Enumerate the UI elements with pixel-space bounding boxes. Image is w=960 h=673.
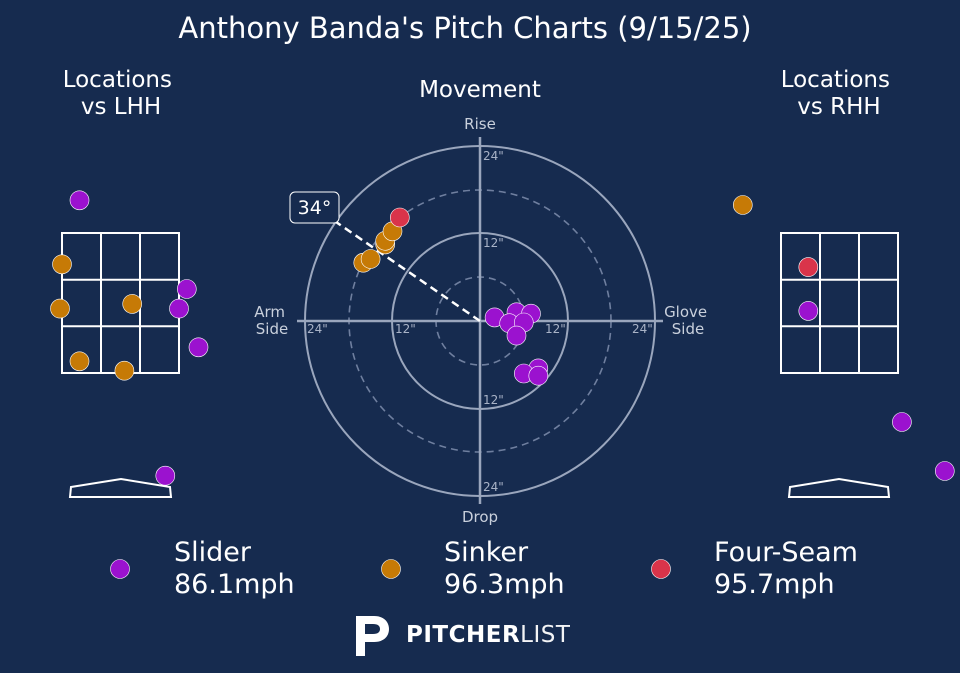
ring-label-right-12: 12" xyxy=(545,322,566,336)
ring-label-left-24: 24" xyxy=(307,322,328,336)
axis-label-rise: Rise xyxy=(464,115,496,133)
rhh-location-point-slider xyxy=(892,412,912,432)
movement-point-slider xyxy=(506,325,527,346)
rhh-location-point-four-seam xyxy=(798,257,819,277)
arm-angle-line xyxy=(335,220,481,323)
legend-slider-name: Slider xyxy=(174,537,252,568)
movement-point-slider xyxy=(528,365,549,386)
lhh-location-point-slider xyxy=(177,279,197,299)
movement-panel-title: Movement xyxy=(419,77,541,103)
lhh-location-point-sinker xyxy=(69,351,90,372)
legend-sinker-name: Sinker xyxy=(444,537,529,568)
rhh-title-line-2: vs RHH xyxy=(797,94,880,120)
legend-sinker-speed: 96.3mph xyxy=(444,569,565,600)
arm-angle-label: 34° xyxy=(298,197,332,219)
brand-bold-text: PITCHER xyxy=(406,622,521,648)
legend-four-seam-name: Four-Seam xyxy=(714,537,858,568)
lhh-location-point-slider xyxy=(169,298,189,319)
legend-four-seam-marker xyxy=(651,559,671,579)
pitcherlist-wordmark: PITCHERLIST xyxy=(406,622,570,648)
lhh-location-point-slider xyxy=(69,190,90,211)
axis-label-arm-side: Arm Side xyxy=(254,303,290,338)
axis-label-glove-side: Glove Side xyxy=(664,303,712,338)
arm-side-line-1: Arm xyxy=(254,303,285,321)
axis-label-drop: Drop xyxy=(462,508,498,526)
ring-label-right-24: 24" xyxy=(632,322,653,336)
movement-point-sinker xyxy=(360,249,381,269)
ring-label-top-12: 12" xyxy=(483,236,504,250)
rhh-location-point-slider xyxy=(798,301,819,321)
movement-ring-labels: 24" 12" 12" 24" 24" 12" 12" 24" xyxy=(307,149,653,494)
lhh-location-point-sinker xyxy=(114,360,135,381)
glove-side-line-1: Glove xyxy=(664,303,707,321)
rhh-location-point-sinker xyxy=(732,195,753,215)
legend: Slider 86.1mph Sinker 96.3mph Four-Seam … xyxy=(110,537,858,600)
rhh-panel-title: Locations vs RHH xyxy=(781,67,898,120)
pitcherlist-brand: PITCHERLIST xyxy=(352,612,570,658)
lhh-location-point-slider xyxy=(188,337,209,358)
ring-label-left-12: 12" xyxy=(395,322,416,336)
rhh-location-point-slider xyxy=(934,461,955,481)
figure-title: Anthony Banda's Pitch Charts (9/15/25) xyxy=(178,11,751,45)
rhh-home-plate xyxy=(787,477,891,498)
lhh-title-line-2: vs LHH xyxy=(81,94,161,120)
lhh-location-point-sinker xyxy=(50,298,70,319)
lhh-panel-title: Locations vs LHH xyxy=(63,67,180,120)
ring-label-bottom-12: 12" xyxy=(483,393,504,407)
legend-slider-marker xyxy=(110,559,130,579)
legend-slider-speed: 86.1mph xyxy=(174,569,295,600)
pitcherlist-logo-icon xyxy=(356,616,389,656)
brand-light-text: LIST xyxy=(520,622,571,648)
lhh-title-line-1: Locations xyxy=(63,67,172,93)
arm-angle-box xyxy=(289,191,340,224)
rhh-strike-zone xyxy=(780,232,899,374)
legend-four-seam-speed: 95.7mph xyxy=(714,569,835,600)
lhh-location-point-sinker xyxy=(122,294,142,314)
glove-side-line-2: Side xyxy=(672,320,704,338)
legend-sinker-marker xyxy=(381,559,401,579)
lhh-location-point-slider xyxy=(155,465,176,486)
movement-point-four-seam xyxy=(389,207,410,228)
ring-label-bottom-24: 24" xyxy=(483,480,504,494)
pitch-dots-layer xyxy=(50,190,955,486)
lhh-location-point-sinker xyxy=(52,254,72,275)
arm-side-line-2: Side xyxy=(256,320,288,338)
rhh-title-line-1: Locations xyxy=(781,67,890,93)
lhh-home-plate xyxy=(68,477,173,498)
ring-label-top-24: 24" xyxy=(483,149,504,163)
movement-axis-labels: Rise Drop Arm Side Glove Side xyxy=(254,115,712,526)
